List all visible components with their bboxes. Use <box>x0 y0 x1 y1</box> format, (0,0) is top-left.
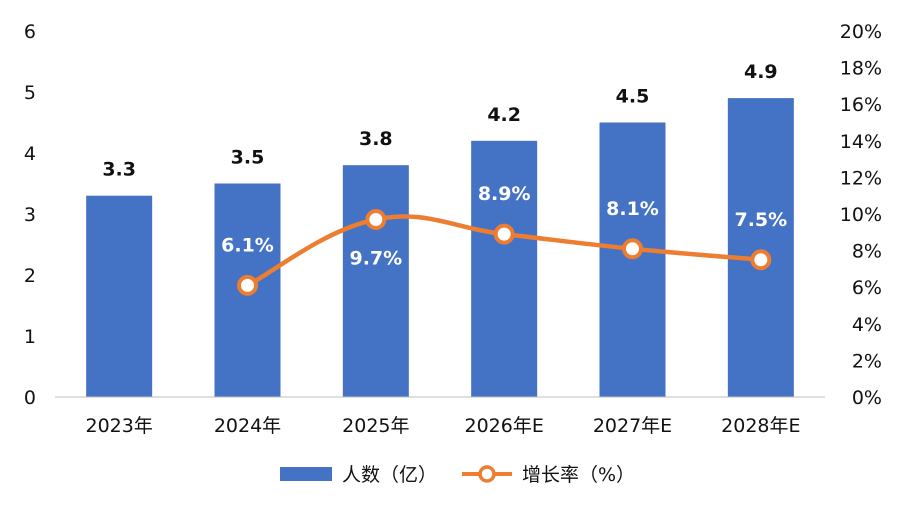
legend-line-marker <box>478 465 496 483</box>
x-axis-tick: 2026年E <box>464 415 543 437</box>
x-axis-tick: 2027年E <box>593 415 672 437</box>
right-axis-tick: 8% <box>852 241 882 263</box>
rate-point <box>365 208 387 230</box>
legend-bar-label: 人数（亿） <box>342 464 437 486</box>
rate-point <box>493 223 515 245</box>
bar-series <box>86 98 794 398</box>
rate-point <box>622 238 643 260</box>
x-axis-tick: 2028年E <box>721 415 800 437</box>
rate-value-label: 8.1% <box>606 198 659 220</box>
line-data-labels: 6.1% 9.7% 8.9% 8.1% 7.5% <box>221 183 787 269</box>
x-axis-tick: 2025年 <box>342 415 409 437</box>
bar <box>599 122 666 397</box>
x-axis-tick: 2024年 <box>214 415 281 437</box>
bar <box>342 165 409 397</box>
right-axis-tick: 4% <box>852 314 882 336</box>
left-axis-tick: 6 <box>24 21 36 43</box>
right-axis: 0% 2% 4% 6% 8% 10% 12% 14% 16% 18% 20% <box>840 21 882 409</box>
right-axis-tick: 12% <box>840 167 882 189</box>
bar-value-label: 4.5 <box>616 86 650 108</box>
bar <box>471 140 538 398</box>
left-axis-tick: 1 <box>24 326 36 348</box>
x-axis: 2023年 2024年 2025年 2026年E 2027年E 2028年E <box>85 415 800 437</box>
right-axis-tick: 6% <box>852 277 882 299</box>
legend-line-label: 增长率（%） <box>522 464 635 486</box>
right-axis-tick: 16% <box>840 94 882 116</box>
left-axis-tick: 2 <box>24 265 36 287</box>
x-axis-tick: 2023年 <box>85 415 152 437</box>
legend: 人数（亿） 增长率（%） <box>280 464 635 486</box>
right-axis-tick: 18% <box>840 58 882 80</box>
rate-value-label: 8.9% <box>478 183 531 205</box>
rate-point <box>237 274 258 296</box>
right-axis-tick: 10% <box>840 204 882 226</box>
bar-value-label: 3.5 <box>231 147 265 169</box>
bar-value-label: 4.9 <box>744 61 778 83</box>
right-axis-tick: 0% <box>852 387 882 409</box>
right-axis-tick: 2% <box>852 350 882 372</box>
bar <box>86 195 153 397</box>
legend-bar-swatch <box>280 467 332 481</box>
left-axis: 0 1 2 3 4 5 6 <box>24 21 36 409</box>
bar-value-label: 4.2 <box>487 104 521 126</box>
line-series <box>237 208 772 296</box>
bar <box>727 98 794 397</box>
left-axis-tick: 3 <box>24 204 36 226</box>
rate-value-label: 9.7% <box>349 247 402 269</box>
bar-value-label: 3.3 <box>102 159 136 181</box>
rate-value-label: 6.1% <box>221 234 274 256</box>
bar-data-labels: 3.3 3.5 3.8 4.2 4.5 4.9 <box>102 61 777 181</box>
rate-point <box>750 249 772 271</box>
left-axis-tick: 0 <box>24 387 36 409</box>
right-axis-tick: 20% <box>840 21 882 43</box>
right-axis-tick: 14% <box>840 131 882 153</box>
bar-value-label: 3.8 <box>359 128 393 150</box>
rate-value-label: 7.5% <box>734 209 787 231</box>
left-axis-tick: 4 <box>24 143 36 165</box>
left-axis-tick: 5 <box>24 82 36 104</box>
